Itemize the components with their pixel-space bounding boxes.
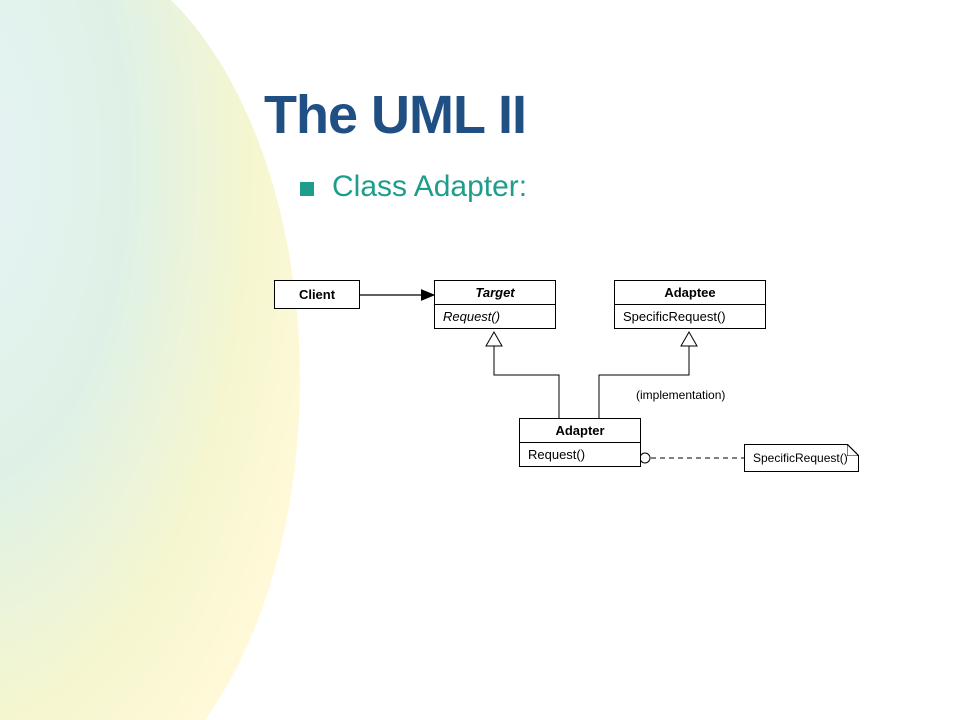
node-note-text: SpecificRequest() bbox=[753, 451, 848, 465]
node-client-label: Client bbox=[275, 281, 359, 308]
node-adapter: Adapter Request() bbox=[519, 418, 641, 467]
arrowhead-target bbox=[486, 332, 502, 346]
lollipop-icon bbox=[640, 453, 650, 463]
node-note: SpecificRequest() bbox=[744, 444, 859, 472]
node-target-body: Request() bbox=[435, 305, 555, 328]
node-target-head: Target bbox=[435, 281, 555, 305]
slide-title: The UML II bbox=[264, 84, 526, 146]
node-adaptee: Adaptee SpecificRequest() bbox=[614, 280, 766, 329]
background-gradient-blob bbox=[0, 0, 300, 720]
bullet-icon bbox=[300, 182, 314, 196]
bullet-text: Class Adapter: bbox=[332, 170, 527, 204]
edge-adapter-target bbox=[494, 346, 559, 418]
node-adapter-body: Request() bbox=[520, 443, 640, 466]
note-fold-icon bbox=[847, 444, 859, 456]
node-adaptee-body: SpecificRequest() bbox=[615, 305, 765, 328]
node-adapter-head: Adapter bbox=[520, 419, 640, 443]
arrowhead-adaptee bbox=[681, 332, 697, 346]
edge-adapter-adaptee bbox=[599, 346, 689, 418]
diagram-connectors bbox=[264, 260, 904, 520]
bullet-row: Class Adapter: bbox=[300, 170, 527, 204]
uml-diagram: Client Target Request() Adaptee Specific… bbox=[264, 260, 904, 520]
node-target: Target Request() bbox=[434, 280, 556, 329]
node-client: Client bbox=[274, 280, 360, 309]
node-adaptee-head: Adaptee bbox=[615, 281, 765, 305]
edge-label-implementation: (implementation) bbox=[636, 388, 725, 402]
